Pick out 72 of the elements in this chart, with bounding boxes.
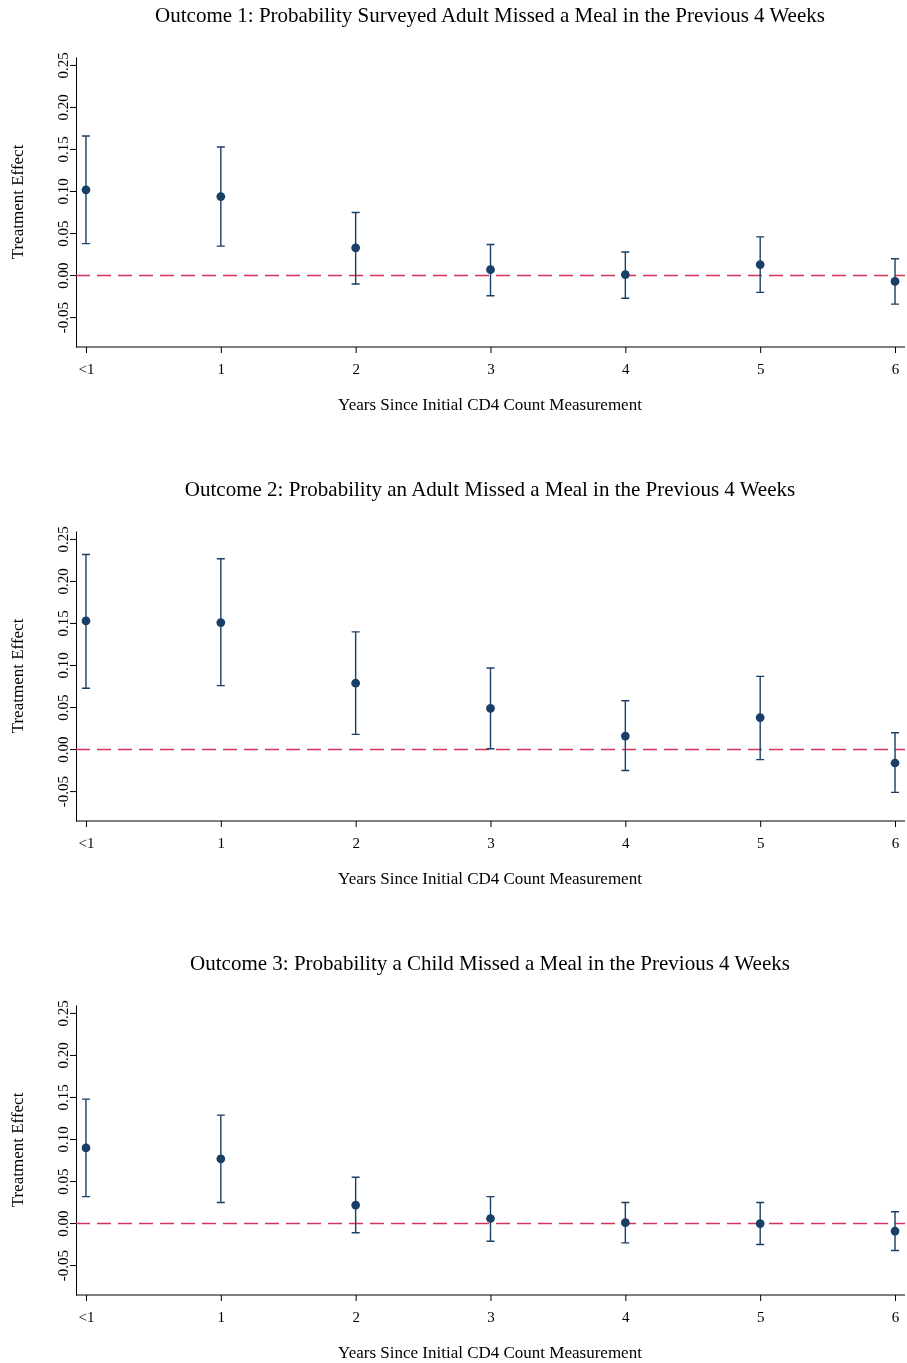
x-tick-label: 6: [891, 835, 900, 851]
x-tick-label: 1: [217, 1309, 226, 1325]
point: [620, 1218, 630, 1228]
y-tick-label: 0.00: [54, 736, 71, 763]
x-tick-label: 1: [217, 361, 226, 377]
point: [216, 1154, 226, 1164]
x-tick-label: 5: [756, 835, 765, 851]
y-tick-label: -0.05: [54, 301, 71, 334]
x-tick-label: 4: [622, 835, 631, 851]
x-tick-label: 2: [352, 835, 360, 851]
x-tick-label: <1: [78, 835, 95, 851]
chart-title: Outcome 1: Probability Surveyed Adult Missed a Meal in the Previous 4 Weeks: [155, 3, 825, 27]
point: [890, 1226, 900, 1236]
y-tick-label: 0.25: [54, 1000, 71, 1027]
x-axis-title: Years Since Initial CD4 Count Measurement: [338, 869, 643, 888]
point: [486, 265, 495, 275]
x-tick-label: 5: [756, 361, 765, 377]
y-tick-label: 0.05: [54, 220, 71, 247]
y-tick-label: 0.15: [54, 610, 71, 637]
x-tick-label: 1: [217, 835, 226, 851]
point: [351, 1200, 361, 1210]
y-tick-label: 0.10: [54, 178, 71, 205]
x-axis-title: Years Since Initial CD4 Count Measurement: [338, 395, 643, 414]
y-tick-label: 0.10: [54, 1126, 71, 1153]
point: [486, 1214, 495, 1223]
y-tick-label: 0.20: [54, 94, 71, 121]
point: [755, 713, 765, 722]
y-axis-title: Treatment Effect: [8, 1092, 27, 1208]
x-tick-label: 6: [891, 1309, 900, 1325]
x-tick-label: 4: [622, 1309, 631, 1325]
x-tick-label: <1: [78, 1309, 95, 1325]
point: [81, 1143, 91, 1153]
x-tick-label: 2: [352, 1309, 360, 1325]
y-tick-label: 0.15: [54, 1084, 71, 1111]
y-tick-label: 0.05: [54, 694, 71, 721]
y-tick-label: -0.05: [54, 775, 71, 808]
y-tick-label: 0.20: [54, 1042, 71, 1069]
x-tick-label: 3: [487, 1309, 495, 1325]
y-tick-label: 0.15: [54, 136, 71, 163]
point: [890, 758, 900, 768]
x-tick-label: 6: [891, 361, 900, 377]
y-tick-label: 0.00: [54, 1210, 71, 1237]
x-tick-label: <1: [78, 361, 95, 377]
y-tick-label: 0.25: [54, 526, 71, 553]
point: [620, 270, 630, 280]
point: [216, 192, 226, 201]
point: [890, 277, 900, 286]
y-tick-label: -0.05: [54, 1249, 71, 1282]
point: [755, 1219, 765, 1228]
y-tick-label: 0.20: [54, 568, 71, 595]
x-tick-label: 4: [622, 361, 631, 377]
point: [620, 731, 630, 741]
point: [351, 678, 361, 688]
point: [81, 185, 91, 195]
x-tick-label: 3: [487, 361, 495, 377]
point: [351, 243, 361, 253]
y-axis-title: Treatment Effect: [8, 144, 27, 260]
x-tick-label: 3: [487, 835, 495, 851]
y-tick-label: 0.05: [54, 1168, 71, 1195]
y-tick-label: 0.00: [54, 262, 71, 289]
x-axis-title: Years Since Initial CD4 Count Measurement: [338, 1343, 643, 1362]
point: [81, 616, 91, 626]
point: [486, 704, 495, 713]
point: [216, 618, 226, 627]
y-tick-label: 0.10: [54, 652, 71, 679]
point: [755, 260, 765, 269]
x-tick-label: 5: [756, 1309, 765, 1325]
y-axis-title: Treatment Effect: [8, 618, 27, 734]
x-tick-label: 2: [352, 361, 360, 377]
y-tick-label: 0.25: [54, 52, 71, 79]
chart-title: Outcome 2: Probability an Adult Missed a Meal in the Previous 4 Weeks: [184, 477, 796, 501]
chart-title: Outcome 3: Probability a Child Missed a Meal in the Previous 4 Weeks: [190, 951, 790, 975]
